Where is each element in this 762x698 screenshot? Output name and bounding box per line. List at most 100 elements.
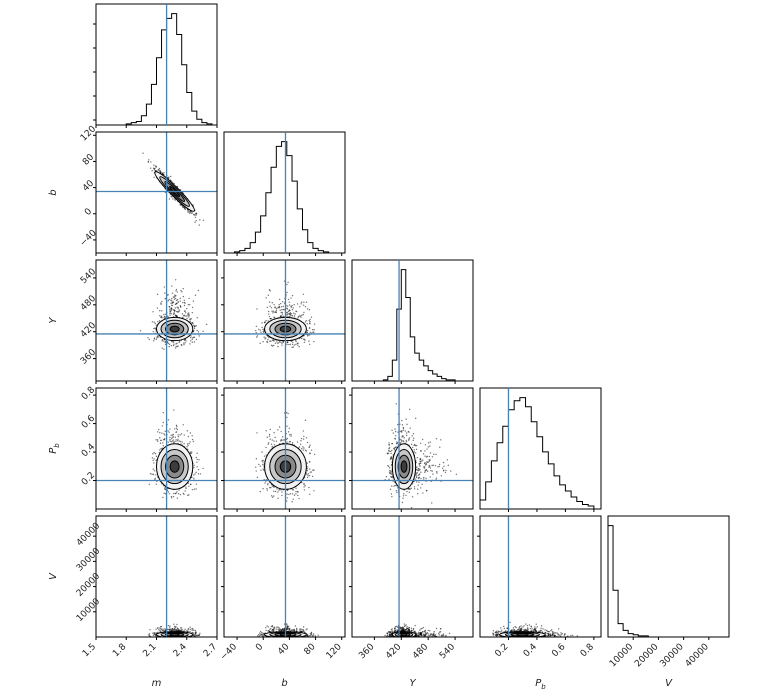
sample-point	[412, 437, 415, 439]
sample-point	[168, 345, 170, 348]
sample-point	[303, 311, 305, 314]
sample-point	[288, 304, 291, 306]
sample-point	[273, 440, 275, 442]
sample-point	[160, 448, 162, 450]
sample-point	[196, 466, 198, 468]
sample-point	[169, 312, 171, 315]
sample-point	[175, 290, 177, 292]
sample-point	[153, 169, 156, 171]
sample-point	[188, 494, 190, 496]
sample-point	[281, 313, 283, 315]
sample-point	[160, 303, 162, 305]
sample-point	[171, 292, 174, 294]
sample-point	[441, 467, 444, 470]
sample-point	[179, 434, 181, 436]
sample-point	[275, 307, 278, 310]
sample-point	[294, 313, 296, 315]
sample-point	[278, 304, 280, 306]
sample-point	[309, 493, 311, 496]
sample-point	[278, 426, 281, 428]
sample-point	[170, 299, 172, 302]
sample-point	[286, 291, 288, 294]
sample-point	[280, 430, 282, 433]
sample-point	[270, 344, 273, 347]
sample-point	[190, 318, 192, 320]
sample-point	[391, 442, 393, 445]
sample-point	[153, 470, 156, 472]
sample-point	[293, 304, 295, 306]
sample-point	[292, 312, 295, 314]
sample-point	[170, 497, 173, 499]
sample-point	[259, 490, 261, 493]
sample-point	[173, 343, 175, 345]
sample-point	[191, 322, 193, 324]
sample-point	[308, 468, 311, 470]
sample-point	[286, 437, 289, 440]
sample-point	[302, 438, 305, 440]
sample-point	[302, 449, 304, 451]
sample-point	[171, 302, 173, 304]
sample-point	[298, 346, 300, 348]
sample-point	[307, 473, 310, 475]
sample-point	[291, 294, 294, 297]
sample-point	[195, 471, 197, 474]
sample-point	[153, 176, 155, 178]
sample-point	[413, 451, 415, 453]
sample-point	[185, 487, 187, 490]
sample-point	[271, 302, 273, 304]
sample-point	[313, 469, 315, 471]
sample-point	[198, 224, 201, 226]
sample-point	[425, 463, 428, 465]
sample-point	[158, 170, 161, 172]
sample-point	[151, 473, 153, 476]
sample-point	[188, 442, 190, 445]
contour-level-4	[169, 325, 180, 333]
sample-point	[152, 468, 154, 470]
sample-point	[401, 419, 403, 422]
sample-point	[167, 300, 170, 302]
sample-point	[156, 439, 159, 441]
sample-point	[162, 411, 165, 414]
sample-point	[281, 494, 283, 497]
sample-point	[176, 497, 179, 499]
sample-point	[151, 170, 153, 172]
sample-point	[274, 306, 276, 308]
sample-point	[175, 343, 177, 345]
sample-point	[173, 409, 175, 411]
sample-point	[176, 491, 178, 493]
sample-point	[302, 430, 305, 432]
sample-point	[255, 470, 257, 472]
panel-frame	[95, 131, 218, 254]
sample-point	[192, 440, 195, 443]
sample-point	[306, 329, 309, 332]
sample-point	[154, 322, 156, 325]
sample-point	[189, 320, 191, 323]
sample-point	[162, 439, 165, 441]
sample-point	[273, 490, 275, 492]
sample-point	[174, 347, 177, 349]
sample-point	[306, 476, 309, 479]
sample-point	[155, 324, 158, 326]
sample-point	[389, 472, 391, 475]
sample-point	[309, 461, 311, 463]
sample-point	[173, 298, 176, 300]
sample-point	[303, 341, 306, 344]
sample-point	[176, 315, 178, 317]
sample-point	[187, 313, 189, 315]
sample-point	[193, 214, 195, 216]
sample-point	[268, 433, 271, 436]
sample-point	[181, 441, 183, 443]
sample-point	[163, 433, 165, 435]
sample-point	[172, 344, 175, 347]
sample-point	[176, 345, 179, 348]
sample-point	[282, 308, 285, 311]
sample-point	[193, 488, 196, 490]
sample-point	[265, 446, 267, 449]
sample-point	[296, 342, 299, 344]
sample-point	[196, 458, 198, 461]
sample-point	[171, 437, 173, 440]
sample-point	[277, 491, 279, 493]
sample-point	[389, 450, 392, 453]
sample-point	[259, 465, 261, 467]
